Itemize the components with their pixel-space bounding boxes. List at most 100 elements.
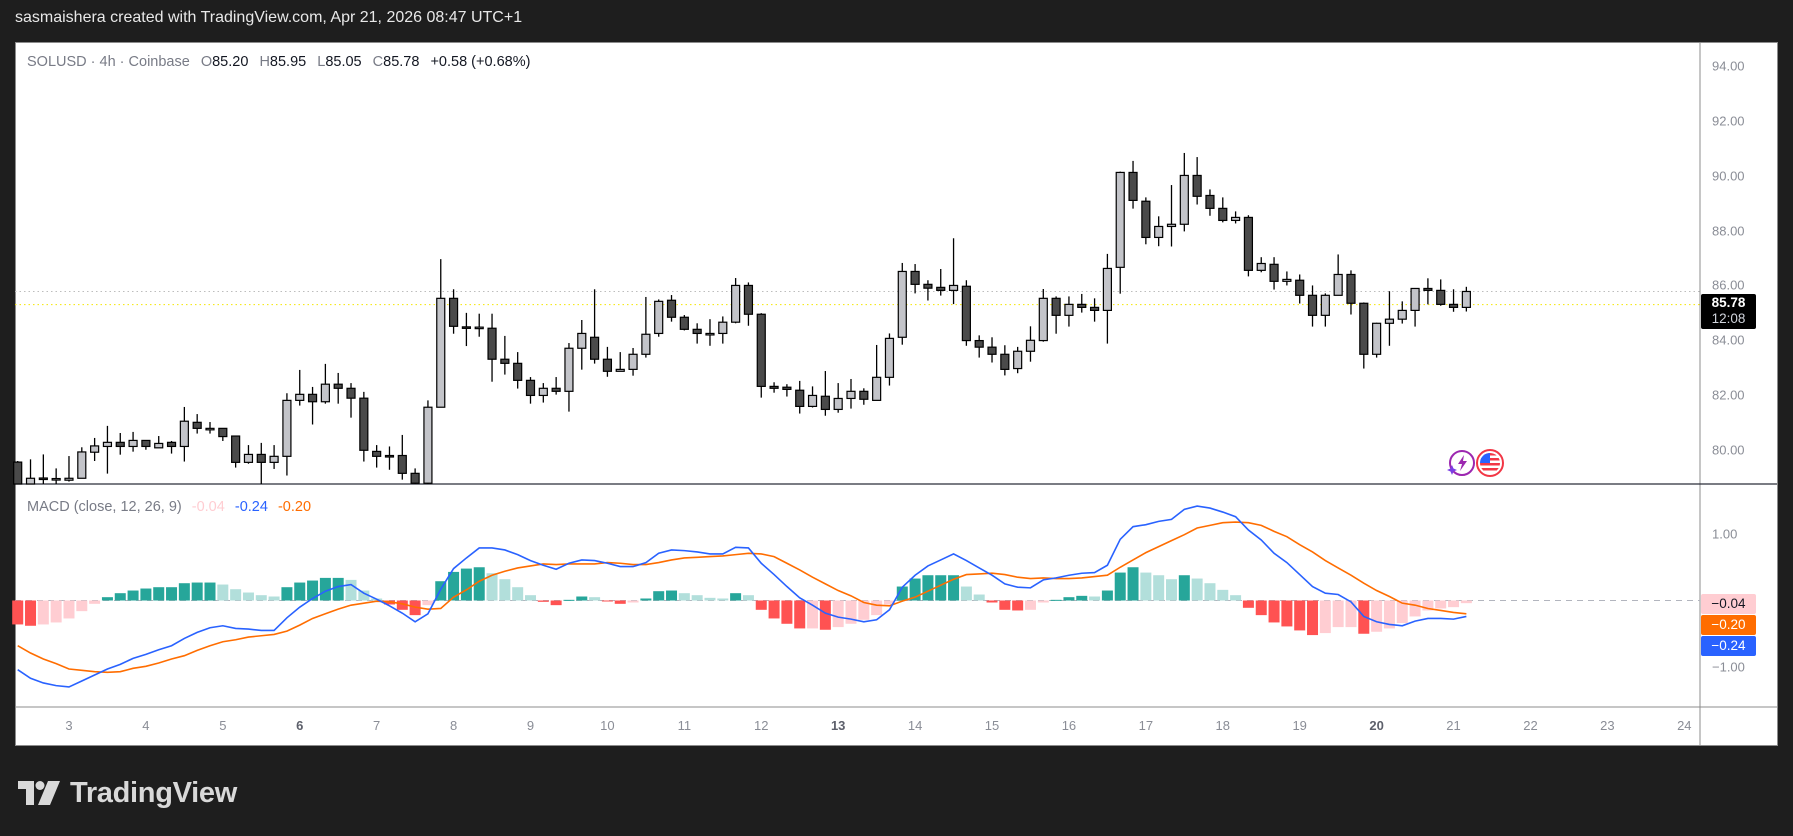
price-axis-tick: 86.00 [1712, 277, 1745, 293]
candle [1013, 346, 1023, 374]
candle-body [551, 387, 561, 392]
histogram-bar [883, 600, 895, 605]
histogram-bar [1217, 589, 1229, 601]
candle [1256, 257, 1266, 273]
candle [859, 388, 869, 405]
histogram-bar [512, 587, 524, 601]
candle-body [1102, 267, 1113, 312]
close-label: C [372, 54, 384, 70]
tradingview-logo[interactable]: TradingView [18, 776, 237, 810]
histogram-bar [691, 595, 703, 601]
histogram-bar [819, 600, 831, 630]
histogram-bar [537, 600, 549, 602]
signal-tag: −0.20 [1701, 615, 1756, 635]
candle-body [1256, 262, 1266, 271]
candle [1320, 293, 1330, 327]
candle-body [1154, 225, 1164, 239]
low-label: L [317, 54, 326, 70]
candle-body [910, 270, 920, 285]
candle [538, 383, 548, 403]
candle [1243, 215, 1254, 277]
histogram-bar [332, 577, 344, 601]
histogram-bar [486, 573, 498, 601]
symbol-legend[interactable]: SOLUSD · 4h · Coinbase O85.20 H85.95 L85… [27, 54, 530, 70]
candle-body [948, 284, 959, 291]
histogram-bar [1166, 579, 1177, 601]
candle-body [679, 316, 689, 330]
candle [551, 377, 561, 395]
candle-body [897, 270, 907, 338]
price-axis-tick: 80.00 [1712, 442, 1745, 458]
histogram-bar [50, 600, 62, 623]
histogram-bar [704, 597, 716, 601]
time-axis-tick: 22 [1523, 718, 1538, 733]
macd-axis-tick: −1.00 [1712, 659, 1745, 675]
histogram-bar [807, 600, 819, 629]
candle-body [872, 376, 882, 401]
candle-body [1346, 273, 1356, 304]
candle-body [795, 389, 805, 408]
candle [320, 363, 330, 404]
candle-body [923, 283, 933, 289]
candle-body [654, 300, 664, 335]
candle-body [884, 337, 895, 378]
bar-countdown: 12:08 [1711, 311, 1746, 326]
candle [269, 445, 279, 469]
candle-body [436, 297, 446, 408]
open-label: O [200, 54, 213, 70]
macd-legend[interactable]: MACD (close, 12, 26, 9) -0.04 -0.24 -0.2… [27, 499, 317, 515]
histogram-bar [1230, 595, 1242, 601]
histogram-bar [1268, 600, 1280, 623]
candle [1461, 286, 1471, 312]
tradingview-logo-icon [18, 781, 60, 805]
candle [923, 280, 933, 301]
histogram-bar [896, 586, 908, 601]
candle-body [384, 454, 395, 458]
histogram-bar [563, 599, 575, 601]
histogram-bar [1396, 600, 1408, 624]
histogram-tag: −0.04 [1701, 594, 1756, 614]
histogram-bar [396, 600, 408, 610]
lightning-icon[interactable] [1447, 450, 1475, 476]
candle-body [115, 441, 125, 448]
histogram-bar [473, 567, 485, 601]
candle-body [1077, 303, 1087, 308]
candle-body [205, 427, 215, 431]
histogram-bar [12, 600, 24, 625]
candle-body [833, 397, 843, 411]
candle-body [1320, 294, 1330, 316]
candle [987, 337, 997, 363]
histogram-bar [345, 579, 357, 601]
us-flag-icon[interactable] [1476, 449, 1504, 477]
candle-body [1064, 303, 1074, 316]
macd-title[interactable]: MACD (close, 12, 26, 9) [27, 499, 182, 515]
histogram-bar [717, 598, 729, 601]
histogram-bar [1204, 583, 1216, 601]
candle [256, 442, 266, 484]
candles-layer [13, 152, 1471, 485]
candle-body [461, 326, 471, 329]
candle [1205, 189, 1215, 216]
candle [897, 262, 907, 345]
histogram-bar [37, 600, 49, 625]
candle [705, 319, 715, 346]
time-axis-tick: 23 [1600, 718, 1615, 733]
candle [474, 313, 484, 337]
candle-body [474, 326, 484, 330]
candle [525, 377, 536, 404]
histogram-bar [25, 600, 37, 626]
candle [1141, 197, 1151, 245]
candle [1448, 289, 1459, 312]
histogram-bar [1422, 600, 1434, 611]
time-axis-tick: 20 [1369, 718, 1384, 733]
histogram-bar [294, 582, 306, 601]
candle [1333, 254, 1343, 296]
candle [1410, 287, 1420, 327]
chart-badges[interactable] [1447, 448, 1507, 478]
candle [692, 323, 702, 344]
price-axis-tick: 82.00 [1712, 387, 1745, 403]
last-price-value: 85.78 [1711, 295, 1746, 310]
symbol-name[interactable]: SOLUSD · 4h · Coinbase [27, 54, 190, 70]
candle [910, 264, 920, 294]
time-axis-tick: 18 [1215, 718, 1230, 733]
